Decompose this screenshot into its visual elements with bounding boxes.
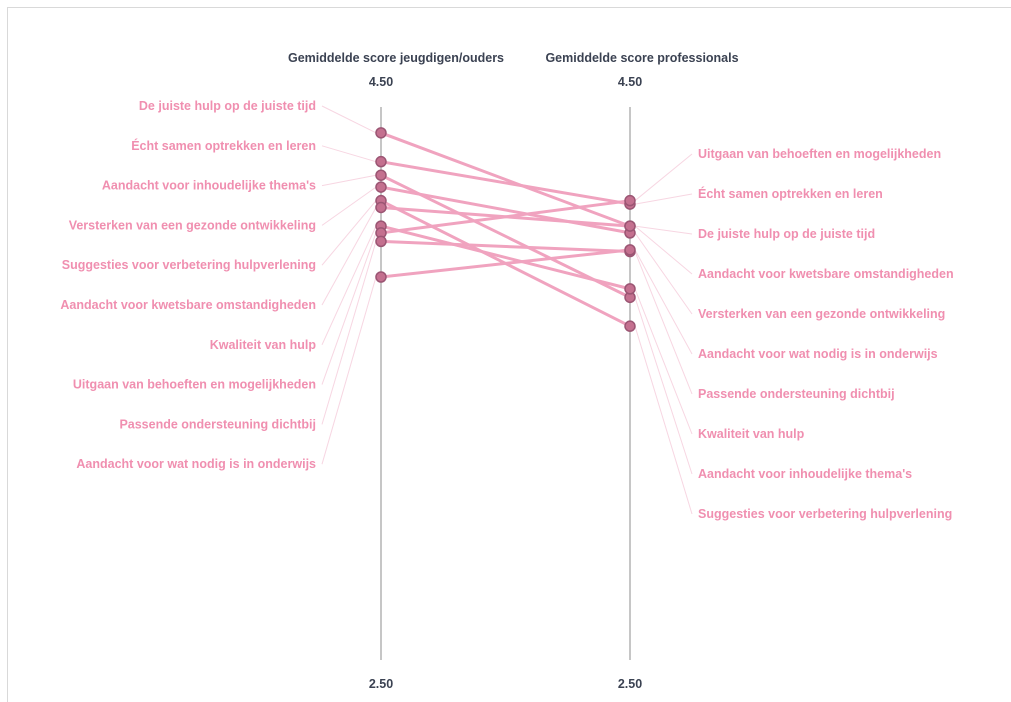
series-line <box>379 160 632 206</box>
label-leader-left <box>321 225 377 346</box>
series-label-left: Suggesties voor verbetering hulpverlenin… <box>62 258 316 272</box>
series-markers <box>375 127 636 332</box>
data-point-right[interactable] <box>624 194 636 207</box>
series-lines <box>379 131 632 328</box>
label-leader-left <box>321 105 377 134</box>
label-leader-left <box>321 207 377 306</box>
series-line <box>379 224 632 291</box>
series-label-left: De juiste hulp op de juiste tijd <box>139 99 316 113</box>
label-leader-left <box>321 174 377 187</box>
axis-tick-left-max: 4.50 <box>369 75 393 89</box>
axis-tick-left-min: 2.50 <box>369 677 393 691</box>
label-leader-left <box>321 241 377 425</box>
data-point-right[interactable] <box>624 244 636 256</box>
series-label-left: Versterken van een gezonde ontwikkeling <box>69 218 316 232</box>
data-point-left[interactable] <box>375 181 387 193</box>
series-labels: De juiste hulp op de juiste tijd De juist… <box>60 99 953 521</box>
series-label-right: Suggesties voor verbetering hulpverlenin… <box>698 507 952 521</box>
label-leader-left <box>321 232 377 385</box>
series-label-left: Aandacht voor wat nodig is in onderwijs <box>76 457 316 471</box>
label-leader-right <box>634 232 693 315</box>
data-point-right[interactable] <box>624 220 636 232</box>
chart-frame <box>7 7 1011 702</box>
series-label-right: Versterken van een gezonde ontwikkeling <box>698 307 945 321</box>
series-label-left: Aandacht voor kwetsbare omstandigheden <box>60 298 316 312</box>
series-label-left: Écht samen optrekken en leren <box>131 138 316 153</box>
series-label-right: Passende ondersteuning dichtbij <box>698 387 895 401</box>
label-leader-right <box>634 225 693 275</box>
data-point-left[interactable] <box>375 155 387 168</box>
series-label-right: Aandacht voor inhoudelijke thema's <box>698 467 912 481</box>
label-leader-right <box>634 326 693 515</box>
data-point-left[interactable] <box>375 127 387 139</box>
series-label-right: Uitgaan van behoeften en mogelijkheden <box>698 147 941 161</box>
label-leader-right <box>634 251 693 395</box>
label-leaders <box>321 105 693 515</box>
series-label-left: Passende ondersteuning dichtbij <box>119 417 316 431</box>
series-label-right: Aandacht voor wat nodig is in onderwijs <box>698 347 938 361</box>
label-leader-right <box>634 288 693 435</box>
data-point-left[interactable] <box>375 235 387 248</box>
axis-title-right: Gemiddelde score professionals <box>545 51 738 65</box>
data-point-right[interactable] <box>624 320 636 332</box>
label-leader-left <box>321 200 377 266</box>
data-point-left[interactable] <box>375 201 387 214</box>
series-label-left: Kwaliteit van hulp <box>210 338 317 352</box>
series-label-left: Uitgaan van behoeften en mogelijkheden <box>73 378 316 392</box>
series-line <box>379 248 632 279</box>
label-leader-left <box>321 186 377 226</box>
series-label-right: Écht samen optrekken en leren <box>698 186 883 201</box>
label-leader-right <box>634 249 693 355</box>
series-label-right: Aandacht voor kwetsbare omstandigheden <box>698 267 954 281</box>
series-line <box>379 199 632 235</box>
series-label-left: Aandacht voor inhoudelijke thema's <box>102 179 316 193</box>
label-leader-right <box>634 193 693 205</box>
label-leader-right <box>634 153 693 202</box>
series-line <box>379 131 632 228</box>
series-label-right: Kwaliteit van hulp <box>698 427 805 441</box>
axes: Gemiddelde score jeugdigen/ouders Gemidd… <box>288 51 739 691</box>
axis-title-left: Gemiddelde score jeugdigen/ouders <box>288 51 504 65</box>
axis-tick-right-min: 2.50 <box>618 677 642 691</box>
label-leader-right <box>634 225 693 235</box>
axis-tick-right-max: 4.50 <box>618 75 642 89</box>
label-leader-left <box>321 145 377 163</box>
label-leader-right <box>634 297 693 475</box>
label-leader-left <box>321 276 377 465</box>
data-point-right[interactable] <box>624 283 636 295</box>
series-label-right: De juiste hulp op de juiste tijd <box>698 227 875 241</box>
series-line <box>379 239 632 254</box>
series-line <box>379 185 632 235</box>
data-point-left[interactable] <box>375 169 387 181</box>
data-point-left[interactable] <box>375 271 387 283</box>
